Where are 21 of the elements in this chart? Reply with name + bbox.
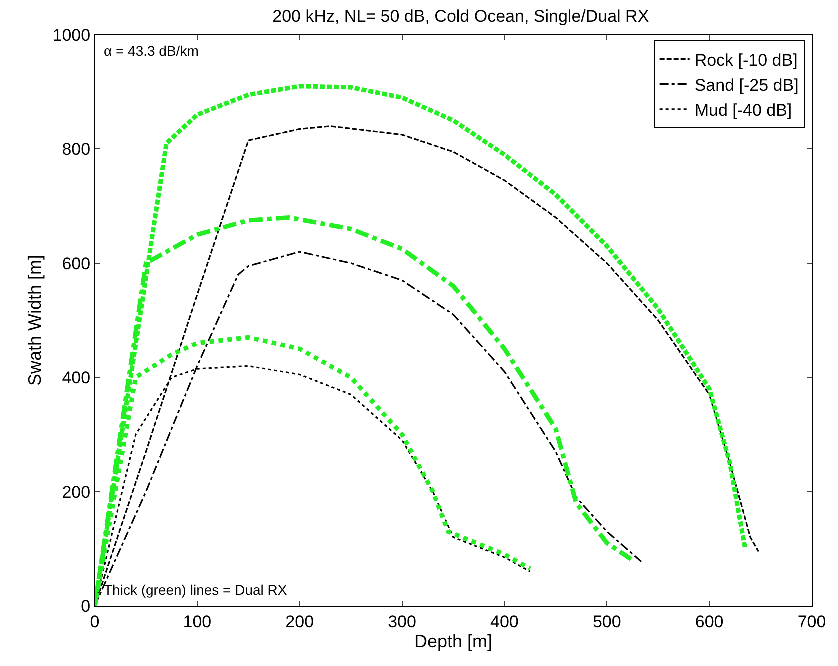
- y-tick-label: 400: [62, 368, 91, 388]
- x-axis-title: Depth [m]: [414, 631, 493, 652]
- x-tick-label: 600: [695, 612, 724, 632]
- x-tick-label: 100: [183, 612, 212, 632]
- y-tick-label: 200: [62, 482, 91, 502]
- legend-label: Mud [-40 dB]: [694, 101, 792, 120]
- y-tick-label: 800: [62, 140, 91, 160]
- x-tick-label: 400: [490, 612, 519, 632]
- y-tick-label: 600: [62, 254, 91, 274]
- annotation: α = 43.3 dB/km: [104, 43, 199, 59]
- legend-label: Rock [-10 dB]: [694, 50, 798, 70]
- y-tick-label: 1000: [52, 26, 91, 45]
- y-axis-title: Swath Width [m]: [24, 254, 45, 386]
- chart-title: 200 kHz, NL= 50 dB, Cold Ocean, Single/Dual RX: [272, 6, 650, 26]
- x-tick-label: 700: [798, 612, 826, 632]
- annotation: Thick (green) lines = Dual RX: [104, 582, 288, 598]
- x-tick-label: 500: [592, 612, 622, 632]
- x-tick-label: 200: [286, 612, 314, 632]
- x-tick-label: 300: [388, 612, 416, 632]
- legend-label: Sand [-25 dB]: [694, 76, 799, 95]
- y-tick-label: 0: [81, 596, 91, 616]
